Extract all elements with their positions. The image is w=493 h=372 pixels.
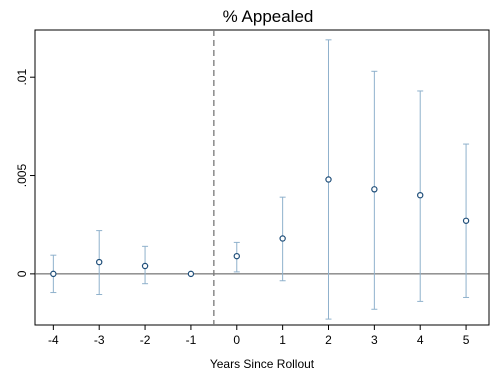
x-tick-label: -3 [94, 333, 105, 347]
y-tick-label: 0 [15, 270, 29, 277]
data-point [141, 262, 149, 270]
x-tick-label: -4 [48, 333, 59, 347]
x-tick-label: 0 [233, 333, 240, 347]
x-tick-label: -1 [186, 333, 197, 347]
data-point [462, 217, 470, 224]
data-point [371, 186, 378, 193]
data-point [233, 252, 240, 260]
y-tick-label: .005 [15, 164, 29, 188]
data-point [279, 235, 286, 242]
data-point [325, 176, 332, 183]
x-tick-label: 5 [463, 333, 470, 347]
x-tick-label: 2 [325, 333, 332, 347]
y-tick-label: .01 [15, 69, 29, 86]
chart-title: % Appealed [223, 7, 314, 26]
data-point [187, 270, 195, 278]
data-point [50, 270, 57, 278]
plot-layer: -4 -3 -2 -1 0 1 2 3 4 5 0 .005 .01 [15, 30, 489, 347]
x-tick-label: -2 [140, 333, 151, 347]
x-axis-label: Years Since Rollout [210, 357, 315, 371]
x-tick-label: 3 [371, 333, 378, 347]
data-point [96, 258, 103, 266]
data-point [417, 191, 424, 199]
x-tick-label: 4 [417, 333, 424, 347]
plot-frame [34, 29, 490, 326]
x-tick-label: 1 [279, 333, 286, 347]
